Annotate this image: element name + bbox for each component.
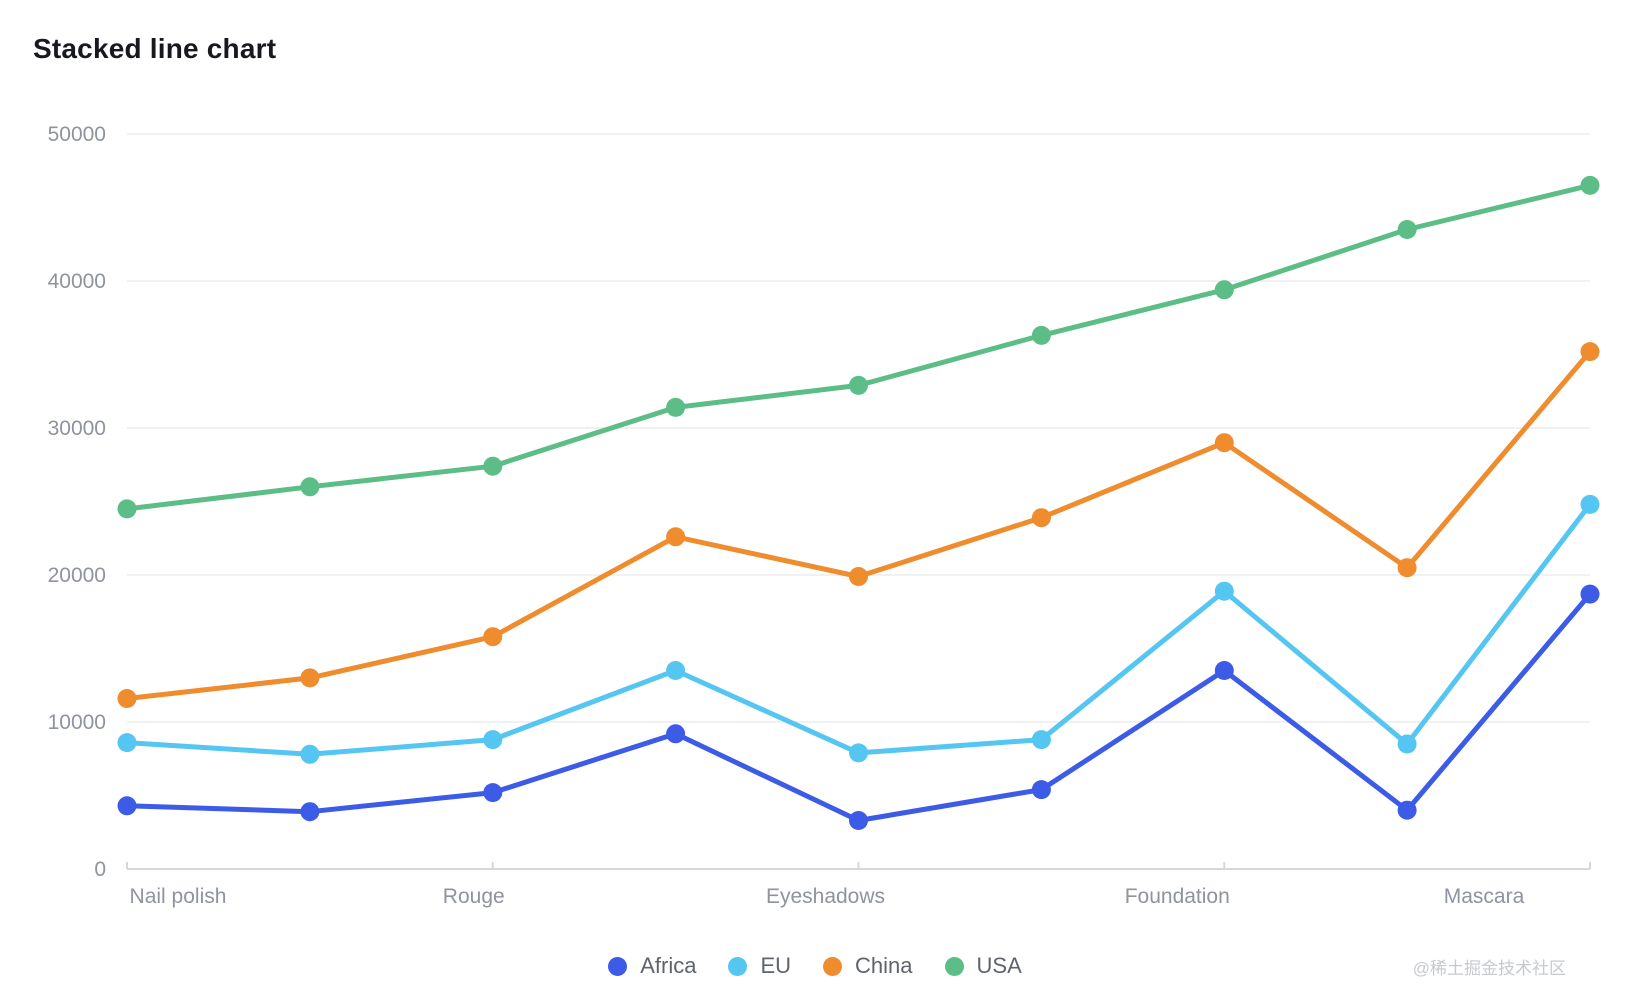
series-line-usa	[124, 182, 1593, 512]
legend-item-usa[interactable]: USA	[944, 953, 1022, 979]
data-point-usa-8[interactable]	[1580, 175, 1600, 195]
data-point-africa-8[interactable]	[1580, 584, 1600, 604]
data-point-china-3[interactable]	[666, 527, 686, 547]
y-tick-label: 20000	[48, 564, 106, 587]
data-point-china-8[interactable]	[1580, 342, 1600, 362]
x-tick-label: Eyeshadows	[766, 885, 885, 908]
x-tick-label: Mascara	[1444, 885, 1525, 908]
y-tick-label: 30000	[48, 417, 106, 440]
legend-dot-china	[823, 956, 843, 976]
legend-dot-africa	[608, 956, 628, 976]
data-point-usa-2[interactable]	[483, 456, 503, 476]
legend-label: Africa	[640, 953, 697, 978]
data-point-eu-3[interactable]	[666, 661, 686, 680]
data-point-usa-6[interactable]	[1214, 280, 1234, 300]
data-point-africa-2[interactable]	[483, 783, 503, 803]
data-point-china-7[interactable]	[1397, 558, 1417, 578]
y-axis-labels: 0 10000 20000 30000 40000 50000	[48, 123, 106, 881]
legend-item-africa[interactable]: Africa	[608, 953, 696, 979]
series-china	[117, 342, 1600, 708]
data-point-eu-2[interactable]	[483, 730, 503, 750]
data-point-china-0[interactable]	[117, 689, 137, 708]
data-point-eu-4[interactable]	[849, 743, 868, 763]
data-point-africa-0[interactable]	[117, 796, 137, 816]
x-tick-label: Rouge	[443, 885, 505, 908]
data-point-eu-1[interactable]	[300, 744, 320, 764]
data-point-china-6[interactable]	[1214, 433, 1234, 453]
series-line-china	[124, 349, 1593, 701]
legend-dot-eu	[728, 956, 748, 976]
legend-label: China	[855, 953, 913, 978]
legend-label: EU	[760, 953, 792, 978]
data-point-usa-7[interactable]	[1397, 220, 1417, 239]
watermark-text: @稀土掘金技术社区	[1412, 959, 1566, 978]
data-point-africa-3[interactable]	[666, 724, 686, 744]
data-point-china-1[interactable]	[300, 668, 320, 688]
legend-label: USA	[976, 953, 1022, 978]
data-point-eu-8[interactable]	[1580, 494, 1600, 514]
data-point-eu-7[interactable]	[1397, 734, 1417, 754]
data-point-africa-6[interactable]	[1214, 661, 1234, 680]
data-point-china-4[interactable]	[849, 567, 868, 586]
data-point-usa-3[interactable]	[666, 397, 686, 417]
data-point-usa-1[interactable]	[300, 477, 320, 497]
x-axis-ticks	[126, 862, 1591, 869]
series-line-africa	[124, 591, 1593, 823]
chart-title: Stacked line chart	[33, 33, 277, 64]
y-tick-label: 40000	[48, 270, 106, 293]
y-tick-label: 10000	[48, 711, 106, 734]
data-point-usa-5[interactable]	[1031, 325, 1051, 345]
x-axis-labels: Nail polish Rouge Eyeshadows Foundation Masc…	[130, 885, 1525, 908]
x-tick-label: Nail polish	[130, 885, 227, 908]
legend-item-china[interactable]: China	[823, 953, 913, 979]
data-point-africa-4[interactable]	[849, 811, 868, 830]
legend-dot-usa	[944, 956, 964, 976]
chart-legend: Africa EU China USA	[0, 953, 1630, 979]
x-tick-label: Foundation	[1125, 885, 1230, 908]
series-eu	[117, 494, 1600, 764]
data-point-eu-6[interactable]	[1214, 581, 1234, 601]
series-usa	[117, 175, 1600, 519]
data-point-africa-5[interactable]	[1031, 780, 1051, 800]
legend-item-eu[interactable]: EU	[728, 953, 791, 979]
data-point-africa-7[interactable]	[1397, 800, 1417, 820]
y-tick-label: 50000	[48, 123, 106, 146]
data-point-china-2[interactable]	[483, 627, 503, 647]
series-africa	[117, 584, 1600, 830]
data-point-eu-0[interactable]	[117, 733, 137, 753]
data-point-china-5[interactable]	[1031, 508, 1051, 528]
data-point-eu-5[interactable]	[1031, 730, 1051, 750]
data-point-africa-1[interactable]	[300, 802, 320, 822]
y-tick-label: 0	[94, 858, 106, 881]
data-point-usa-0[interactable]	[117, 499, 137, 519]
data-point-usa-4[interactable]	[849, 375, 868, 395]
